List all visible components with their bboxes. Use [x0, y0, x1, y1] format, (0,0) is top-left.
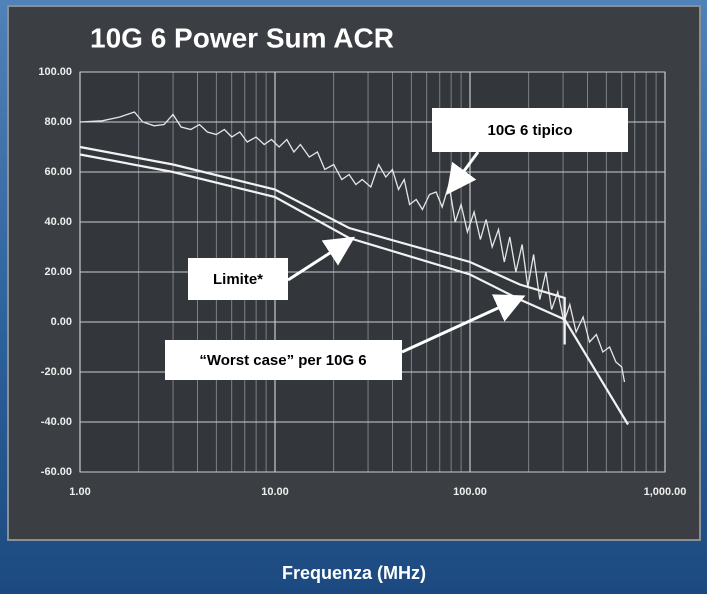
series-line — [79, 153, 629, 426]
x-tick-label: 100.00 — [453, 486, 487, 498]
lines — [79, 111, 629, 426]
y-tick-label: 0.00 — [51, 316, 72, 328]
arrow — [446, 151, 480, 195]
y-tick-label: -40.00 — [41, 416, 72, 428]
annotation-box — [432, 108, 628, 152]
annotation: Limite* — [213, 271, 263, 288]
y-tick-label: 20.00 — [44, 266, 72, 278]
x-tick-label: 1,000.00 — [644, 486, 687, 498]
annotation: “Worst case” per 10G 6 — [199, 352, 366, 369]
chart-title: 10G 6 Power Sum ACR — [90, 22, 394, 53]
y-tick-label: 100.00 — [38, 66, 72, 78]
y-tick-label: 40.00 — [44, 216, 72, 228]
x-axis-label: Frequenza (MHz) — [282, 563, 426, 583]
y-tick-label: -20.00 — [41, 366, 72, 378]
arrow — [287, 236, 356, 282]
y-tick-label: 60.00 — [44, 166, 72, 178]
annotations: 10G 6 tipico Limite* “Worst case” per 10… — [165, 108, 628, 380]
series-line — [79, 111, 626, 383]
y-tick-label: -60.00 — [41, 466, 72, 478]
x-tick-label: 10.00 — [261, 486, 289, 498]
arrow — [401, 294, 526, 354]
y-tick-label: 80.00 — [44, 116, 72, 128]
annotation-box — [165, 340, 402, 380]
x-tick-label: 1.00 — [69, 486, 90, 498]
series-line — [79, 145, 566, 345]
annotation-box — [188, 258, 288, 300]
annotation: 10G 6 tipico — [487, 122, 572, 139]
